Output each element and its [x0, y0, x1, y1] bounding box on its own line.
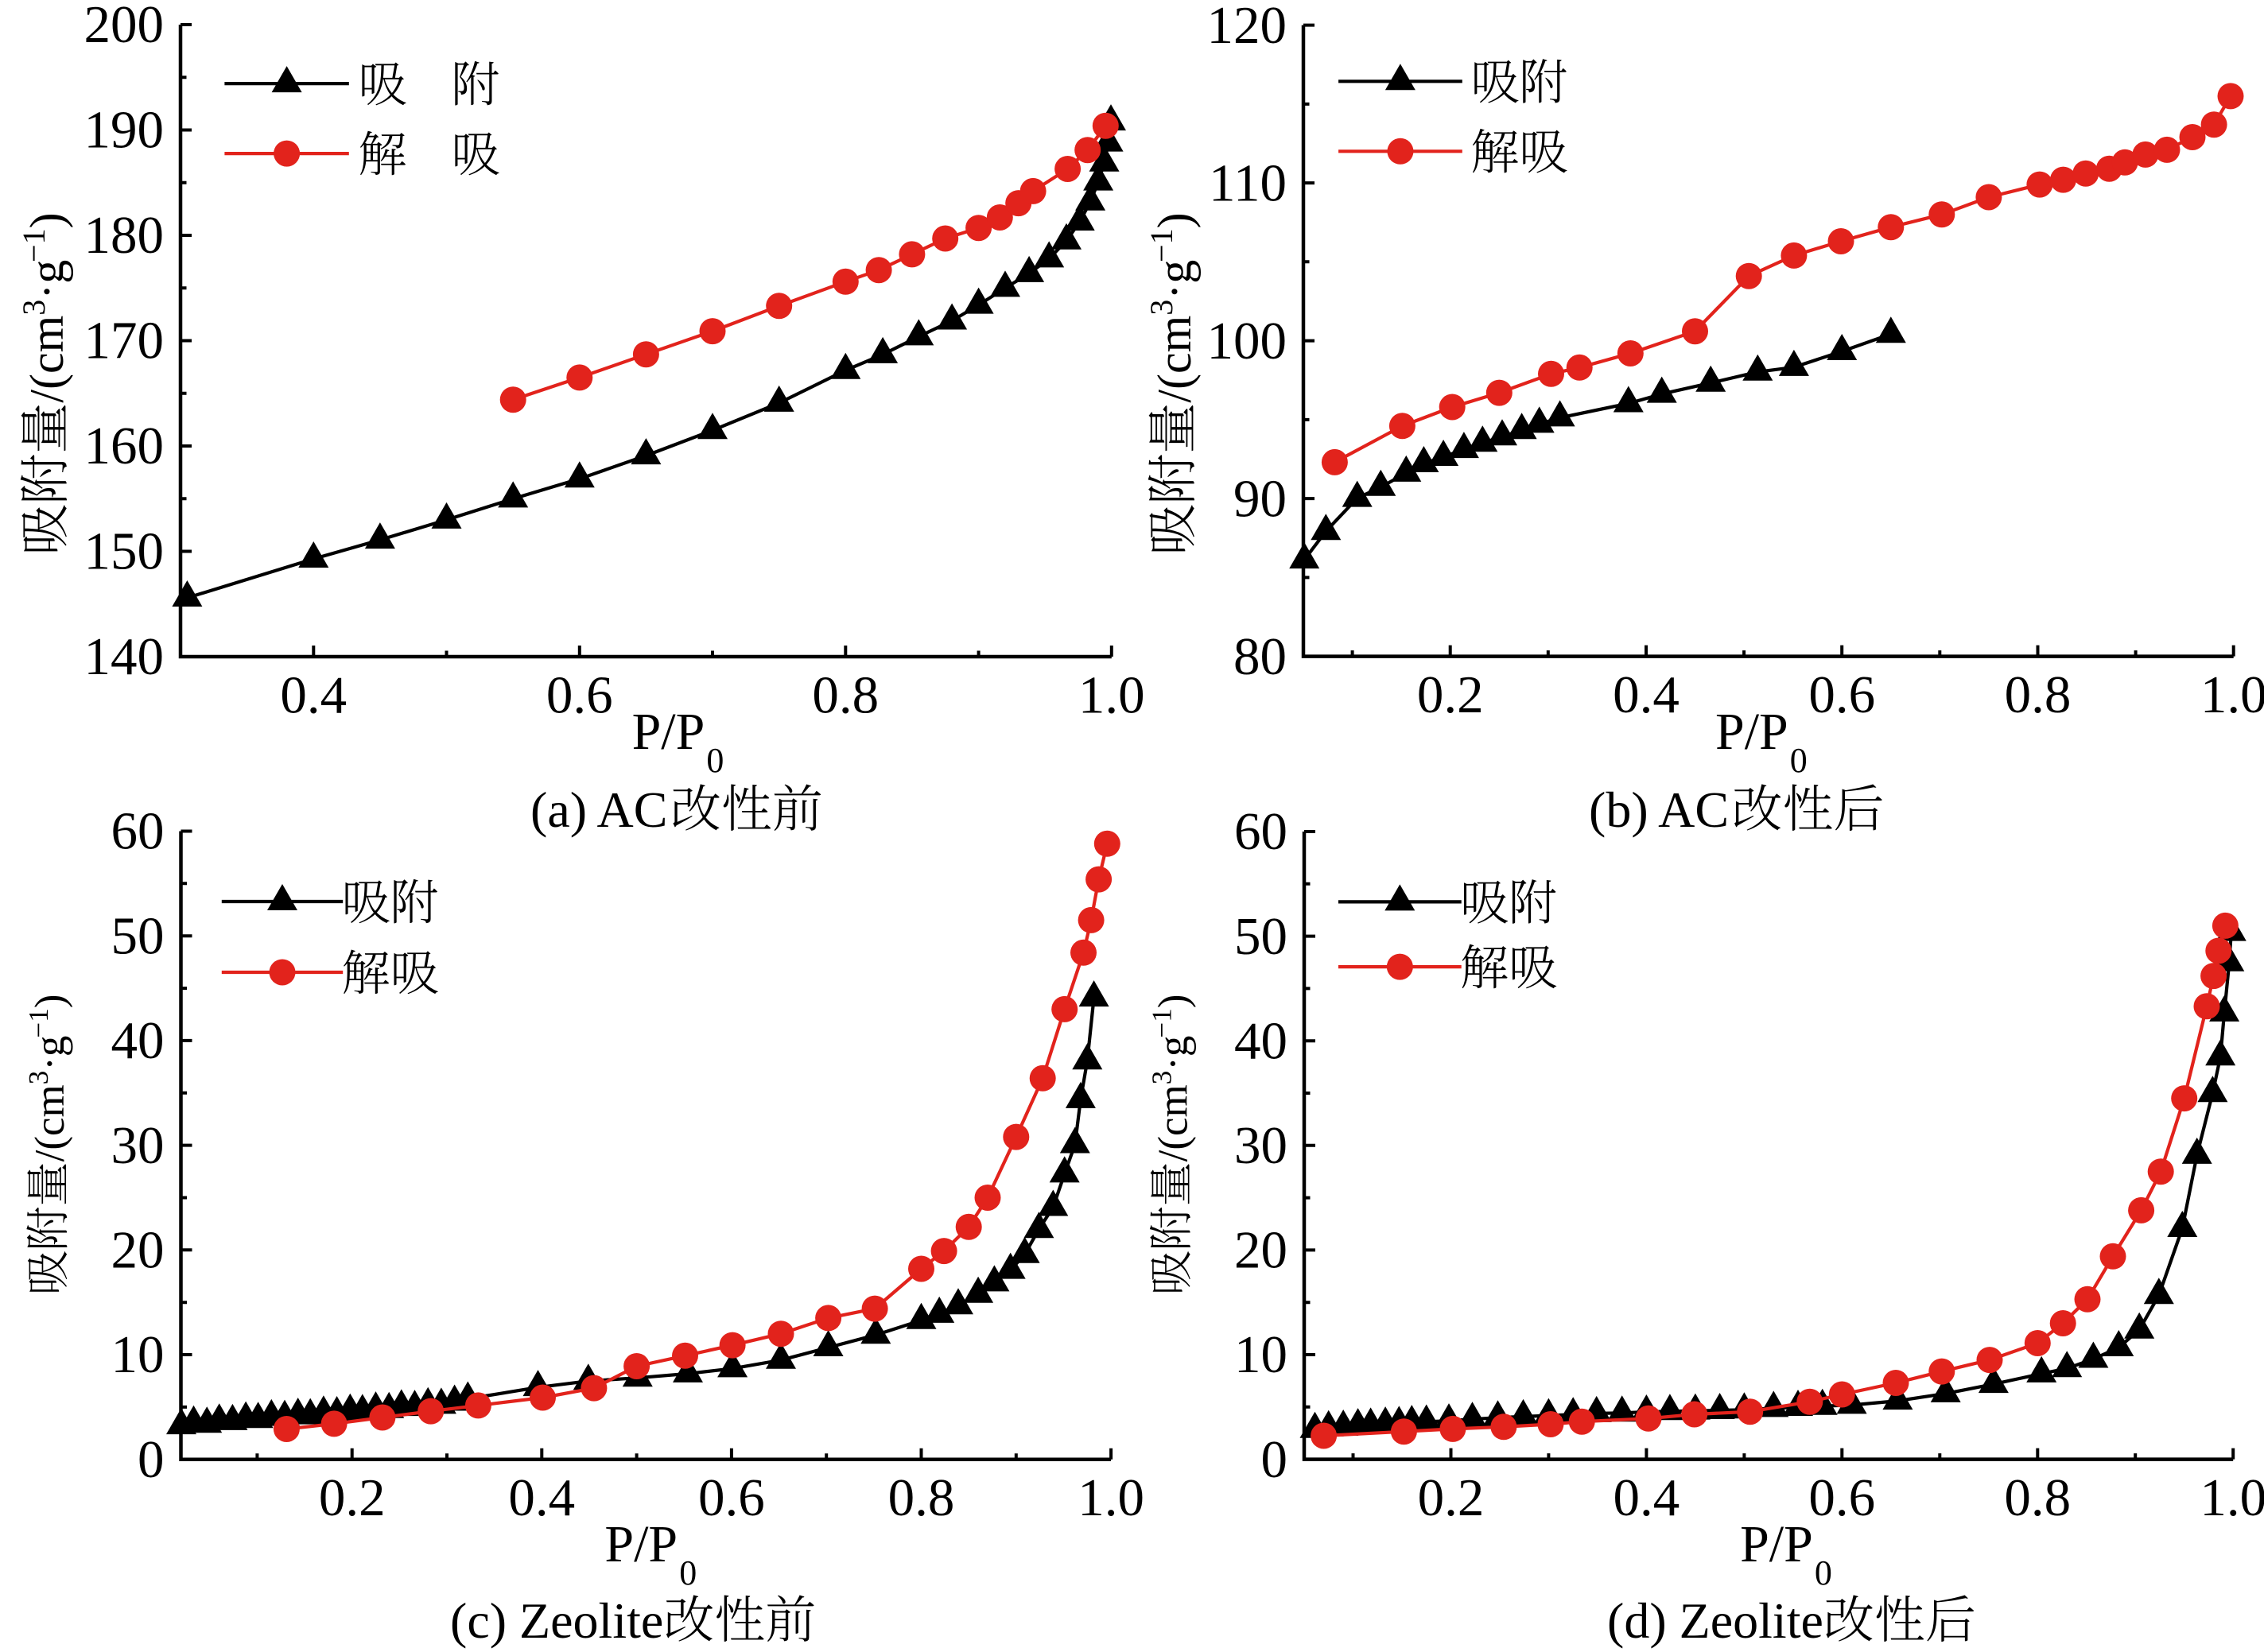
svg-text:(b) AC: (b) AC	[1589, 781, 1729, 838]
svg-text:40: 40	[111, 1011, 165, 1070]
svg-text:P/P: P/P	[1715, 703, 1788, 761]
svg-text:10: 10	[111, 1325, 165, 1384]
svg-text:0.8: 0.8	[2004, 1468, 2071, 1527]
svg-text:0.2: 0.2	[319, 1468, 386, 1527]
svg-text:0: 0	[706, 741, 724, 780]
svg-text:0.8: 0.8	[888, 1468, 955, 1527]
svg-text:3: 3	[23, 1071, 54, 1085]
svg-text:0.6: 0.6	[1808, 1468, 1875, 1527]
svg-text:/(cm: /(cm	[1151, 1084, 1197, 1161]
svg-text:150: 150	[84, 522, 165, 581]
svg-text:0: 0	[138, 1430, 165, 1489]
svg-text:0: 0	[1790, 741, 1808, 780]
svg-text:200: 200	[84, 0, 165, 54]
svg-text:0: 0	[1261, 1430, 1288, 1489]
svg-text:3: 3	[1144, 300, 1179, 316]
svg-text:1.0: 1.0	[1078, 665, 1145, 724]
svg-text:140: 140	[84, 627, 165, 686]
svg-text:): )	[1148, 212, 1201, 228]
svg-text:160: 160	[84, 417, 165, 475]
svg-text:120: 120	[1207, 0, 1287, 55]
svg-text:/(cm: /(cm	[1148, 316, 1201, 403]
svg-text:60: 60	[111, 802, 165, 861]
svg-text:(d) Zeolite: (d) Zeolite	[1607, 1592, 1823, 1649]
svg-text:10: 10	[1234, 1325, 1287, 1384]
svg-text:0.4: 0.4	[1614, 1468, 1680, 1527]
svg-text:170: 170	[84, 312, 165, 370]
svg-text:80: 80	[1233, 627, 1287, 686]
svg-text:·g: ·g	[21, 260, 73, 300]
svg-text:): )	[27, 995, 73, 1009]
svg-text:0.4: 0.4	[508, 1468, 575, 1527]
svg-text:20: 20	[111, 1221, 165, 1280]
svg-text:20: 20	[1234, 1221, 1287, 1280]
svg-text:1: 1	[16, 228, 52, 244]
svg-text:P/P: P/P	[1740, 1515, 1813, 1573]
svg-text:40: 40	[1234, 1011, 1287, 1070]
svg-text:30: 30	[111, 1116, 165, 1175]
svg-text:·g: ·g	[1151, 1036, 1197, 1071]
svg-text:50: 50	[111, 906, 165, 965]
svg-text:110: 110	[1209, 153, 1287, 212]
svg-text:0.8: 0.8	[812, 665, 879, 724]
svg-text:90: 90	[1233, 469, 1287, 528]
svg-text:1.0: 1.0	[2200, 1468, 2264, 1527]
svg-text:0.6: 0.6	[546, 665, 613, 724]
svg-text:1: 1	[23, 1008, 54, 1022]
svg-text:3: 3	[1146, 1071, 1177, 1085]
svg-text:1: 1	[1146, 1008, 1177, 1022]
svg-text:0: 0	[1815, 1553, 1832, 1592]
svg-text:0.6: 0.6	[1808, 665, 1875, 724]
svg-text:/(cm: /(cm	[27, 1084, 73, 1161]
svg-text:1.0: 1.0	[1078, 1468, 1144, 1527]
svg-text:190: 190	[84, 101, 165, 160]
svg-text:60: 60	[1234, 802, 1287, 861]
svg-text:0.8: 0.8	[2005, 665, 2072, 724]
svg-text:·g: ·g	[1148, 260, 1201, 300]
svg-text:(a) AC: (a) AC	[530, 781, 667, 838]
svg-text:−: −	[16, 244, 52, 262]
svg-text:50: 50	[1234, 907, 1287, 966]
svg-text:−: −	[23, 1022, 54, 1038]
svg-text:0.2: 0.2	[1417, 665, 1484, 724]
svg-text:·g: ·g	[27, 1036, 73, 1071]
svg-text:0.4: 0.4	[280, 665, 347, 724]
svg-text:180: 180	[84, 206, 165, 265]
svg-text:): )	[21, 212, 73, 228]
svg-text:P/P: P/P	[632, 703, 705, 761]
svg-text:/(cm: /(cm	[21, 316, 73, 403]
svg-text:): )	[1151, 995, 1197, 1009]
svg-text:−: −	[1146, 1022, 1177, 1038]
svg-text:3: 3	[16, 300, 52, 316]
svg-text:−: −	[1144, 244, 1179, 262]
svg-text:30: 30	[1234, 1116, 1287, 1175]
svg-text:(c) Zeolite: (c) Zeolite	[450, 1592, 663, 1649]
svg-text:100: 100	[1207, 312, 1287, 370]
svg-text:0: 0	[679, 1553, 697, 1592]
svg-text:1.0: 1.0	[2200, 665, 2264, 724]
svg-text:0.2: 0.2	[1418, 1468, 1485, 1527]
svg-text:0.6: 0.6	[698, 1468, 765, 1527]
svg-text:0.4: 0.4	[1613, 665, 1680, 724]
svg-text:1: 1	[1144, 228, 1179, 244]
svg-text:P/P: P/P	[604, 1515, 678, 1573]
